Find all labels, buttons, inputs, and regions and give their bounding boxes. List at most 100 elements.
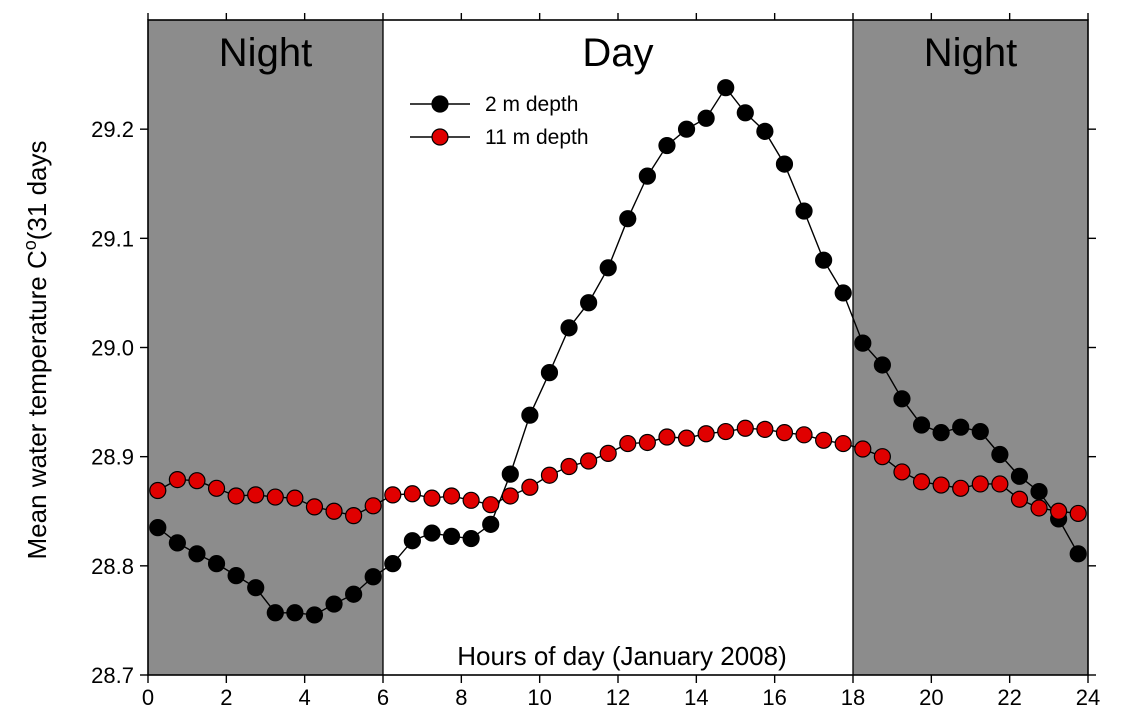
series-1-point-34	[815, 431, 833, 449]
y-axis-title-superscript: o	[20, 240, 40, 250]
series-0-point-18	[501, 465, 519, 483]
legend-label-2m: 2 m depth	[485, 93, 578, 116]
x-tick-label-9: 18	[841, 685, 865, 710]
series-0-point-47	[1069, 545, 1087, 563]
region-2	[853, 20, 1088, 675]
series-0-point-30	[736, 104, 754, 122]
series-1-point-19	[521, 478, 539, 496]
y-tick-label-4: 29.1	[91, 226, 134, 251]
series-0-point-22	[580, 294, 598, 312]
x-tick-label-1: 2	[220, 685, 232, 710]
region-0	[148, 20, 383, 675]
series-1-point-44	[1010, 490, 1029, 508]
series-0-point-12	[384, 555, 402, 573]
series-1-point-1	[168, 470, 186, 489]
series-0-point-7	[286, 604, 304, 622]
series-0-point-3	[207, 555, 226, 573]
series-1-point-37	[873, 448, 891, 466]
series-0-point-45	[1030, 483, 1048, 501]
series-1-point-3	[207, 479, 226, 497]
y-axis-title-rest: (31 days	[22, 141, 52, 241]
series-1-point-17	[482, 496, 500, 514]
series-1-point-15	[442, 487, 461, 505]
y-tick-label-3: 29.0	[91, 336, 134, 361]
region-1	[383, 20, 853, 675]
series-1-point-32	[775, 424, 794, 442]
series-layer	[149, 79, 1087, 624]
series-1-point-14	[423, 489, 441, 507]
y-axis-title: Mean water temperature Co(31 days	[20, 141, 52, 560]
y-tick-label-1: 28.8	[91, 554, 134, 579]
legend-marker-2m	[431, 95, 449, 113]
series-1-point-28	[697, 425, 715, 443]
series-0-point-16	[462, 529, 480, 548]
series-0-point-1	[168, 534, 186, 552]
series-1-point-41	[952, 479, 970, 497]
series-0-point-28	[697, 109, 715, 127]
series-1-point-11	[364, 497, 382, 515]
series-0-point-26	[658, 136, 676, 155]
series-1-point-16	[462, 491, 480, 509]
series-0-point-42	[971, 422, 989, 441]
axis-ticks: 0 2 4 6 8 10 12 14 16 18 20 22 2428.728.828.929.029.…	[91, 13, 1100, 710]
x-tick-label-11: 22	[997, 685, 1021, 710]
x-tick-label-12: 24	[1076, 685, 1100, 710]
x-tick-label-10: 20	[919, 685, 943, 710]
series-0-point-17	[482, 515, 500, 533]
series-0-point-34	[815, 251, 833, 269]
x-tick-label-5: 10	[527, 685, 551, 710]
x-tick-label-6: 12	[606, 685, 630, 710]
series-1-point-30	[736, 419, 754, 437]
series-1-point-2	[188, 472, 206, 490]
series-1-point-4	[227, 487, 245, 505]
x-tick-label-0: 0	[142, 685, 154, 710]
series-1-point-5	[247, 486, 265, 504]
series-1-point-27	[677, 429, 696, 447]
series-0-point-35	[834, 284, 852, 302]
series-0-point-5	[247, 579, 265, 597]
series-1-point-8	[305, 498, 324, 516]
series-0-point-8	[305, 606, 324, 624]
series-1-point-0	[149, 481, 167, 500]
series-0-point-32	[775, 155, 794, 173]
series-1-point-40	[932, 476, 950, 494]
series-0-point-10	[345, 585, 363, 603]
series-1-point-26	[658, 428, 676, 446]
series-0-point-31	[756, 122, 774, 140]
series-1-point-9	[325, 502, 343, 520]
series-0-point-9	[325, 595, 343, 613]
series-0-point-19	[521, 406, 539, 424]
series-1-point-23	[599, 444, 617, 462]
series-1-point-6	[266, 488, 284, 506]
series-0-point-14	[423, 524, 441, 542]
series-1-point-39	[912, 473, 931, 491]
x-tick-label-2: 4	[299, 685, 311, 710]
series-1-point-29	[717, 422, 735, 441]
series-0-point-4	[227, 567, 245, 585]
series-1-point-21	[560, 457, 578, 476]
series-1-point-13	[403, 485, 421, 503]
series-0-point-29	[717, 79, 735, 97]
series-1-point-35	[834, 434, 852, 453]
x-tick-label-8: 16	[762, 685, 786, 710]
series-0-point-23	[599, 259, 617, 277]
series-1-point-18	[501, 487, 519, 505]
series-0-point-33	[795, 202, 813, 220]
x-tick-label-3: 6	[377, 685, 389, 710]
region-label-0: Night	[219, 31, 312, 75]
series-1-point-7	[286, 489, 304, 507]
series-0-point-44	[1010, 467, 1029, 485]
x-tick-label-4: 8	[455, 685, 467, 710]
series-0-point-24	[619, 210, 637, 228]
series-1-point-43	[991, 475, 1009, 493]
series-1-point-38	[893, 463, 911, 481]
series-1-point-47	[1069, 504, 1087, 523]
series-0-point-20	[540, 364, 559, 382]
series-0-point-11	[364, 568, 382, 586]
series-1-point-24	[619, 434, 637, 453]
series-0-point-15	[442, 527, 461, 545]
series-0-point-37	[873, 356, 891, 374]
series-0-point-0	[149, 519, 167, 537]
legend-label-11m: 11 m depth	[485, 126, 589, 149]
